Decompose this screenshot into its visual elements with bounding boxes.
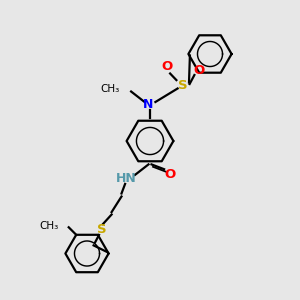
- Text: O: O: [161, 60, 172, 73]
- Text: N: N: [143, 98, 154, 112]
- Text: CH₃: CH₃: [40, 221, 59, 231]
- Text: S: S: [178, 79, 188, 92]
- Text: O: O: [194, 64, 205, 77]
- Text: S: S: [97, 223, 106, 236]
- Text: HN: HN: [116, 172, 137, 185]
- Text: CH₃: CH₃: [101, 83, 120, 94]
- Text: O: O: [164, 168, 176, 181]
